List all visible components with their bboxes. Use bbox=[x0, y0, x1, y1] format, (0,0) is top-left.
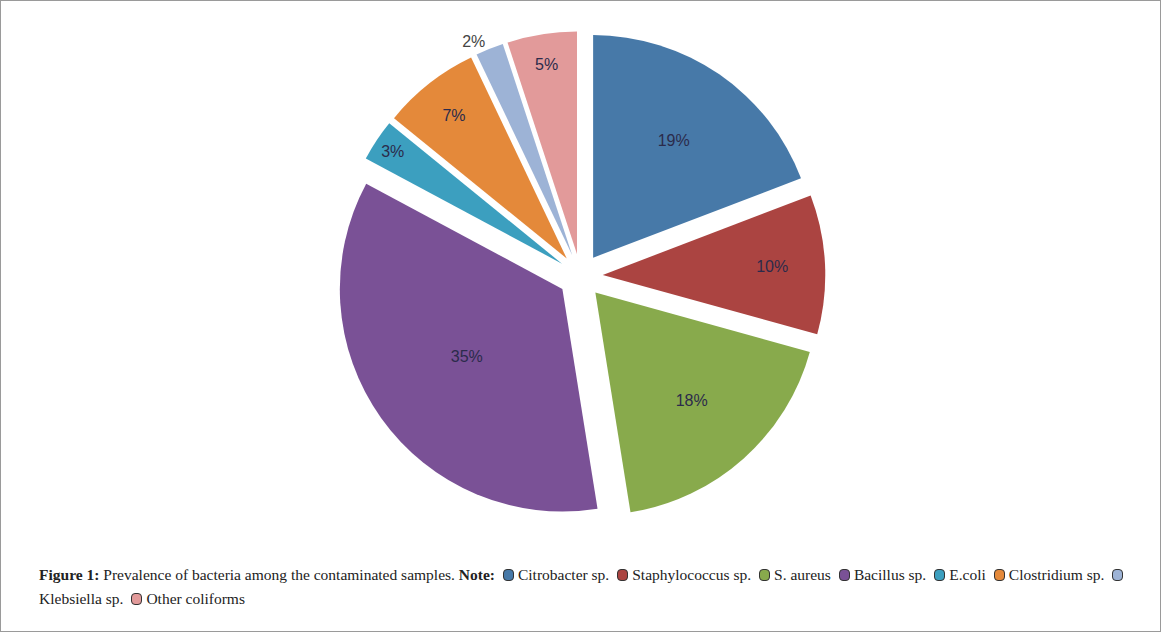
html-text:Other coliforms: Other coliforms bbox=[146, 590, 245, 607]
html-text:Bacillus sp.: Bacillus sp. bbox=[853, 566, 927, 583]
svg-text:19%: 19% bbox=[658, 132, 690, 149]
html-text:E.coli: E.coli bbox=[949, 566, 986, 583]
html-text:Clostridium sp.: Clostridium sp. bbox=[1008, 566, 1105, 583]
svg-text:10%: 10% bbox=[756, 258, 788, 275]
html-text:Figure 1: Prevalence of bacter: Figure 1: Prevalence of bacteria among t… bbox=[39, 566, 495, 583]
svg-text:7%: 7% bbox=[442, 107, 465, 124]
html-text:Klebsiella sp.: Klebsiella sp. bbox=[39, 590, 124, 607]
html-text:Citrobacter sp.: Citrobacter sp. bbox=[518, 566, 610, 583]
html-text:Staphylococcus sp.: Staphylococcus sp. bbox=[632, 566, 751, 583]
html-text:S. aureus: S. aureus bbox=[774, 566, 831, 583]
svg-text:35%: 35% bbox=[451, 348, 483, 365]
svg-text:18%: 18% bbox=[676, 392, 708, 409]
svg-text:2%: 2% bbox=[462, 33, 485, 50]
svg-text:3%: 3% bbox=[381, 143, 404, 160]
svg-text:5%: 5% bbox=[535, 56, 558, 73]
